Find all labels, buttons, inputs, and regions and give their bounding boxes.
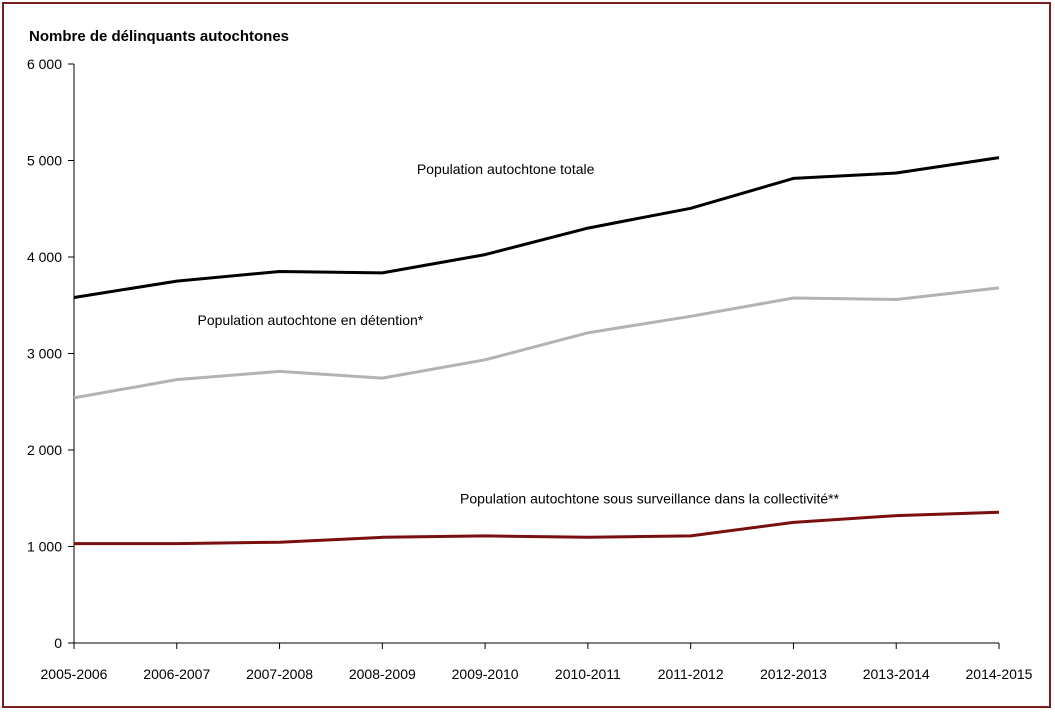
series-line-2 bbox=[73, 286, 1000, 400]
series-lines bbox=[73, 156, 1000, 546]
x-tick-label: 2012-2013 bbox=[760, 666, 827, 682]
line-chart: Nombre de délinquants autochtones 0 1 000… bbox=[27, 28, 1033, 682]
series-label-2: Population autochtone en détention* bbox=[198, 312, 424, 328]
y-tick-label: 3 000 bbox=[27, 346, 62, 362]
x-tick-label: 2014-2015 bbox=[966, 666, 1033, 682]
series-label-1: Population autochtone totale bbox=[417, 161, 595, 177]
x-tick-label: 2007-2008 bbox=[246, 666, 313, 682]
y-axis-title: Nombre de délinquants autochtones bbox=[29, 28, 289, 45]
x-tick-label: 2005-2006 bbox=[41, 666, 108, 682]
y-tick-label: 2 000 bbox=[27, 442, 62, 458]
y-tick-label: 5 000 bbox=[27, 153, 62, 169]
y-axis: 0 1 000 2 000 3 000 4 000 5 000 6 000 bbox=[27, 56, 75, 651]
x-tick-label: 2006-2007 bbox=[143, 666, 210, 682]
y-tick-label: 1 000 bbox=[27, 539, 62, 555]
series-line-3 bbox=[74, 510, 1000, 546]
series-label-3: Population autochtone sous surveillance … bbox=[460, 491, 840, 507]
series-line-1 bbox=[73, 156, 1000, 299]
x-tick-label: 2013-2014 bbox=[863, 666, 930, 682]
series-labels: Population autochtone totale Population a… bbox=[198, 161, 840, 507]
y-tick-label: 6 000 bbox=[27, 56, 62, 72]
x-tick-label: 2009-2010 bbox=[452, 666, 519, 682]
x-tick-label: 2011-2012 bbox=[658, 666, 724, 682]
y-tick-label: 0 bbox=[54, 635, 62, 651]
y-tick-label: 4 000 bbox=[27, 249, 62, 265]
x-tick-label: 2010-2011 bbox=[555, 666, 621, 682]
x-axis: 2005-2006 2006-2007 2007-2008 2008-2009 2009… bbox=[41, 642, 1033, 682]
x-tick-label: 2008-2009 bbox=[349, 666, 416, 682]
